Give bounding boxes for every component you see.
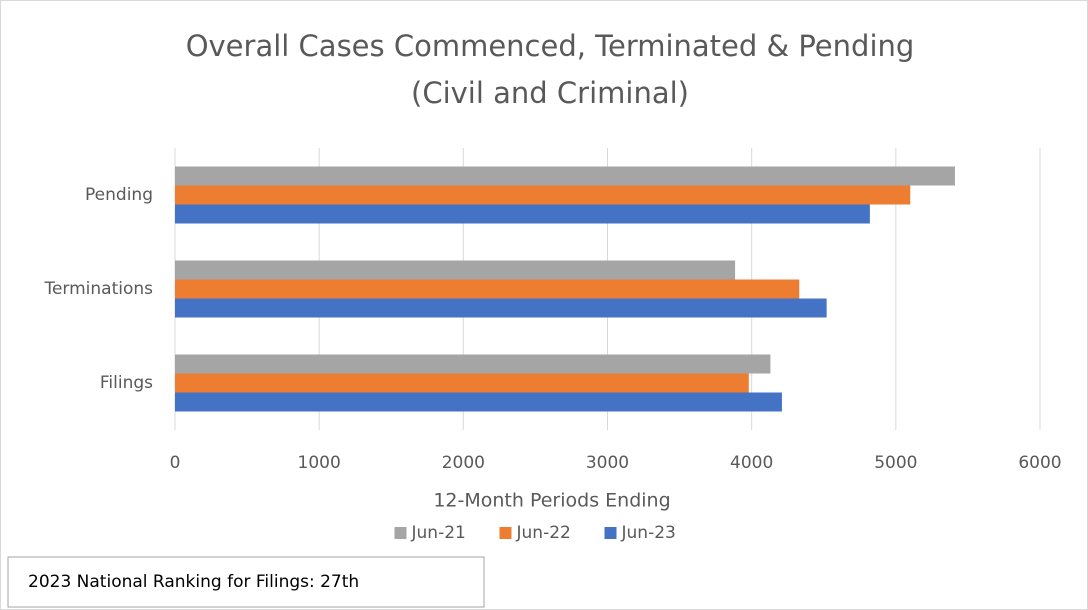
legend-swatch [499, 527, 512, 539]
annotation: 2023 National Ranking for Filings: 27th [28, 572, 359, 592]
bar [175, 185, 911, 205]
x-tick-label: 4000 [730, 453, 773, 473]
bar [175, 166, 955, 186]
x-tick-label: 5000 [874, 453, 917, 473]
legend-swatch [394, 527, 407, 539]
y-tick-label: Filings [100, 373, 153, 393]
legend-label: Jun-22 [516, 523, 571, 543]
x-axis-label: 12-Month Periods Ending [433, 490, 670, 512]
bar [175, 392, 782, 412]
x-tick-label: 3000 [586, 453, 629, 473]
chart-title: Overall Cases Commenced, Terminated & Pe… [186, 29, 915, 63]
bar [175, 204, 870, 224]
y-tick-label: Terminations [43, 279, 153, 299]
bar [175, 354, 771, 374]
bar [175, 373, 749, 393]
legend-label: Jun-21 [411, 523, 466, 543]
bar [175, 260, 736, 280]
legend-label: Jun-23 [621, 523, 676, 543]
y-tick-label: Pending [85, 185, 153, 205]
bar [175, 298, 827, 318]
chart-subtitle: (Civil and Criminal) [411, 76, 689, 110]
x-tick-label: 6000 [1018, 453, 1061, 473]
annotation-box [7, 556, 485, 608]
x-tick-label: 1000 [298, 453, 341, 473]
bar [175, 279, 800, 299]
x-tick-label: 2000 [442, 453, 485, 473]
legend-swatch [604, 527, 617, 539]
x-tick-label: 0 [170, 453, 181, 473]
